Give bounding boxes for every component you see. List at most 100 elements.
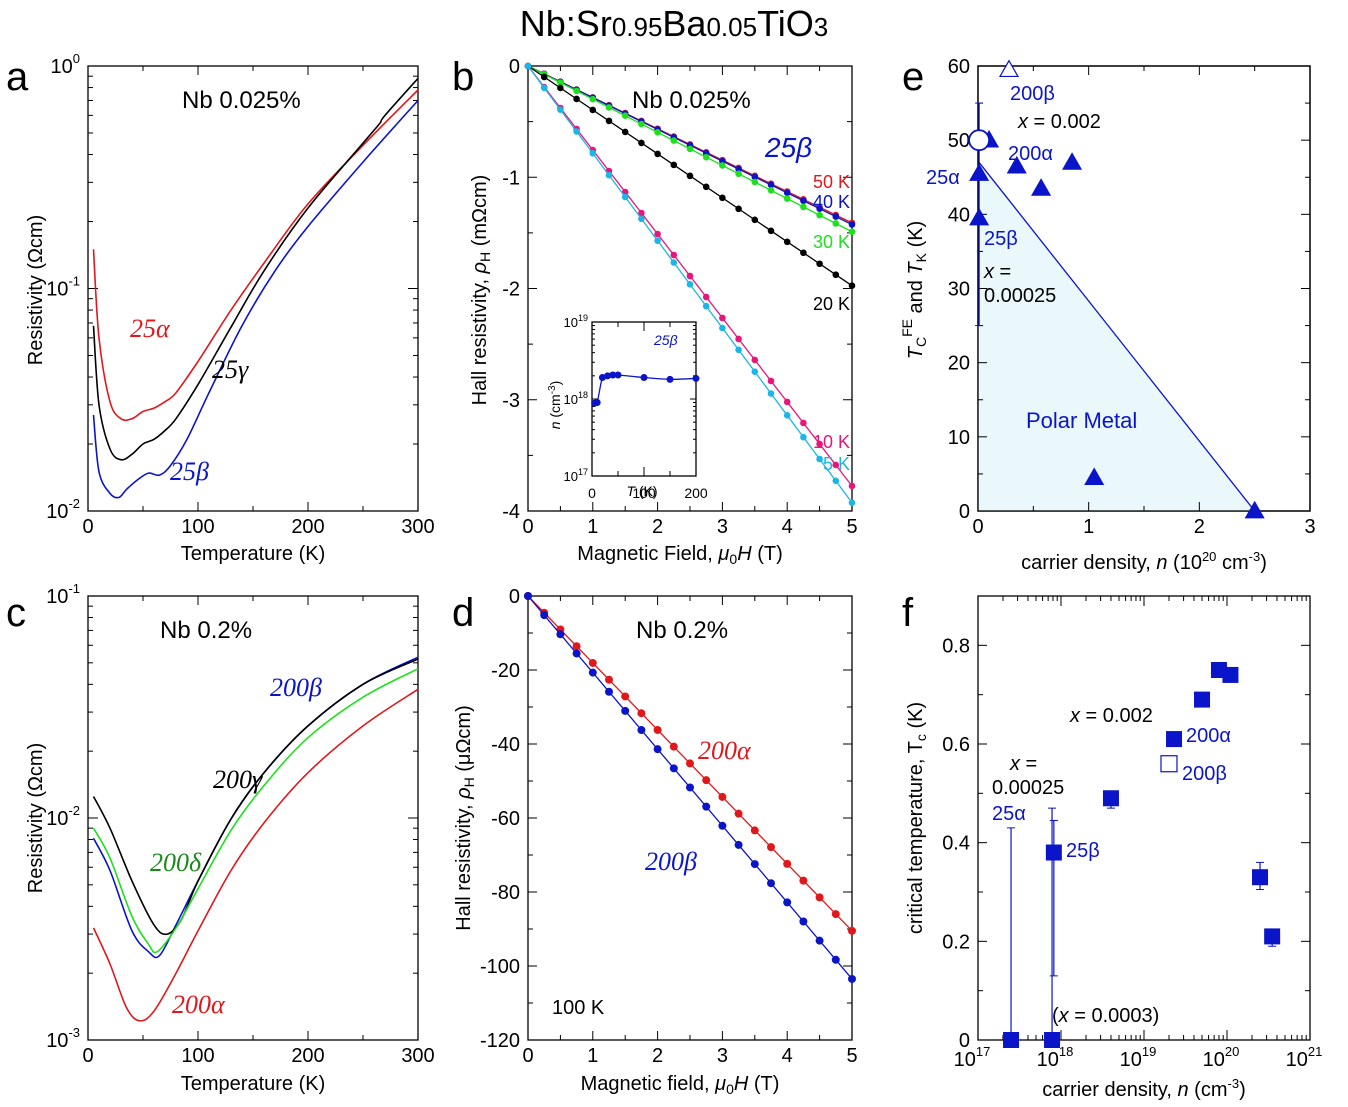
data-point [621, 128, 629, 136]
y-tick-label: -100 [480, 956, 520, 978]
panel-b-inset-label: 25β [653, 332, 678, 348]
data-point-open-triangle [998, 59, 1020, 78]
data-point [702, 802, 711, 811]
data-point [800, 197, 807, 205]
inset-point [692, 374, 700, 382]
data-point [832, 220, 840, 227]
panel-e-label-25beta: 25β [984, 228, 1018, 250]
x-tick-label: 4 [782, 516, 793, 538]
panel-f-label-25beta: 25β [1066, 840, 1100, 862]
data-point [815, 936, 824, 945]
y-tick-label: 0.4 [942, 833, 970, 855]
panel-c-plot: 0 100 200 300 10-3 10-2 10-1 [46, 581, 435, 1067]
data-point [799, 876, 808, 885]
data-point [783, 898, 792, 907]
data-point [751, 356, 759, 364]
data-point [654, 230, 661, 238]
data-point [589, 150, 597, 157]
data-point [848, 228, 856, 236]
data-point-square [1003, 1032, 1020, 1048]
series-label-50K: 50 K [813, 172, 850, 192]
data-point [832, 271, 840, 279]
data-point [638, 120, 645, 128]
data-point-triangle [1006, 155, 1027, 174]
data-point [719, 194, 726, 202]
data-point [686, 759, 694, 768]
panel-b-series-label: 25β [764, 132, 812, 163]
y-tick-label: 0 [959, 501, 970, 523]
panel-f-plot: 1017 1018 1019 1020 1021 0 0.2 0.4 0.6 0.8 [942, 595, 1322, 1071]
data-point [848, 482, 856, 490]
panel-b-plot: 0 1 2 3 4 50-1-2-3-450 K40 K30 K20 K10 K5 K0 1… [502, 56, 857, 538]
data-point [800, 203, 807, 211]
panel-d-plot: 0 1 2 3 4 5 0 -20 -40 -60 -80 -100 -120 [480, 586, 858, 1067]
data-point [524, 592, 532, 600]
panel-label-a: a [6, 55, 29, 99]
data-point [718, 821, 727, 830]
panel-f-label-200alpha: 200α [1186, 725, 1231, 747]
data-point [669, 742, 678, 751]
data-point [573, 95, 580, 103]
panel-label-e: e [902, 55, 924, 99]
data-point [783, 195, 791, 202]
data-point [848, 282, 856, 290]
inset-y-tick-label: 1017 [564, 467, 588, 484]
x-tick-label: 1 [587, 516, 598, 538]
y-tick-label: 10-3 [46, 1025, 80, 1052]
y-tick-label: -40 [491, 734, 520, 756]
x-tick-label: 1020 [1203, 1044, 1240, 1071]
panel-f-label-25alpha: 25α [992, 803, 1026, 825]
data-point [556, 630, 565, 639]
panel-b-annotation: Nb 0.025% [632, 87, 751, 114]
x-tick-label: 1 [587, 1045, 598, 1067]
panel-e-label-200alpha: 200α [1008, 143, 1053, 165]
panel-b-xlabel: Magnetic Field, μ0H (T) [577, 543, 782, 567]
x-tick-label: 300 [401, 1045, 434, 1067]
data-point [605, 675, 613, 684]
data-point [800, 249, 807, 257]
data-point [719, 314, 726, 322]
data-point [686, 145, 694, 153]
y-tick-label: -20 [491, 660, 520, 682]
series-label-40K: 40 K [813, 192, 850, 212]
data-point-square [1222, 666, 1239, 683]
data-point-square [1102, 790, 1119, 807]
data-point [605, 117, 613, 125]
data-point-triangle [1244, 500, 1265, 519]
y-tick-label: 10-1 [46, 274, 80, 301]
y-tick-label: -3 [502, 390, 520, 412]
data-point [735, 170, 742, 178]
panel-label-f: f [902, 591, 914, 635]
inset-point [666, 375, 674, 383]
panel-e-label-200beta: 200β [1010, 83, 1055, 105]
data-point [670, 259, 678, 266]
x-tick-label: 1017 [954, 1044, 991, 1071]
inset-point [640, 374, 648, 382]
panel-a-annotation: Nb 0.025% [182, 87, 301, 114]
data-point-square [1166, 731, 1183, 748]
data-point-square [1264, 928, 1281, 945]
x-tick-label: 5 [846, 1045, 857, 1067]
panel-b-ylabel: Hall resistivity, ρH (mΩcm) [469, 175, 493, 406]
panel-f-label-200beta: 200β [1182, 763, 1227, 785]
x-tick-label: 1 [1083, 516, 1094, 538]
data-point [670, 251, 678, 259]
data-point [653, 725, 662, 734]
data-point [572, 649, 581, 658]
data-point [572, 642, 581, 651]
data-point [734, 840, 743, 849]
data-point [557, 79, 564, 86]
series-line-200β [92, 656, 419, 959]
series-label-20K: 20 K [813, 294, 850, 314]
x-tick-label: 3 [717, 516, 728, 538]
data-point [686, 281, 694, 288]
series-line-25γ [92, 77, 419, 461]
inset-point [614, 371, 622, 379]
series-line-25α [92, 89, 419, 422]
data-point [573, 128, 580, 135]
data-point [557, 106, 564, 113]
data-point [638, 139, 645, 147]
panel-d-label-200alpha: 200α [698, 736, 752, 765]
data-point [621, 706, 630, 715]
